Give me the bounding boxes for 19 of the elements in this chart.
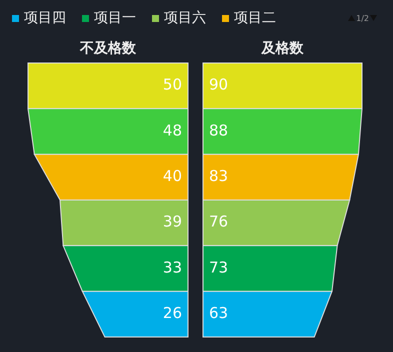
data-label: 33 bbox=[162, 258, 182, 276]
data-label: 88 bbox=[209, 121, 228, 140]
data-label: 90 bbox=[209, 76, 228, 94]
category-label: 及格数 bbox=[260, 40, 304, 57]
data-label: 63 bbox=[209, 304, 228, 322]
data-label: 40 bbox=[162, 167, 182, 186]
category-label: 不及格数 bbox=[79, 40, 137, 57]
data-label: 50 bbox=[162, 76, 182, 94]
legend-label: 项目四 bbox=[24, 9, 66, 27]
legend-label: 项目一 bbox=[94, 9, 136, 27]
data-label: 83 bbox=[209, 167, 228, 186]
data-label: 48 bbox=[162, 121, 182, 140]
legend-label: 项目二 bbox=[234, 9, 276, 27]
legend-label: 项目六 bbox=[164, 9, 206, 27]
data-label: 39 bbox=[162, 212, 182, 231]
data-label: 26 bbox=[162, 304, 182, 322]
data-label: 76 bbox=[209, 212, 228, 231]
data-label: 73 bbox=[209, 258, 228, 276]
text: 1/2 bbox=[356, 14, 369, 22]
